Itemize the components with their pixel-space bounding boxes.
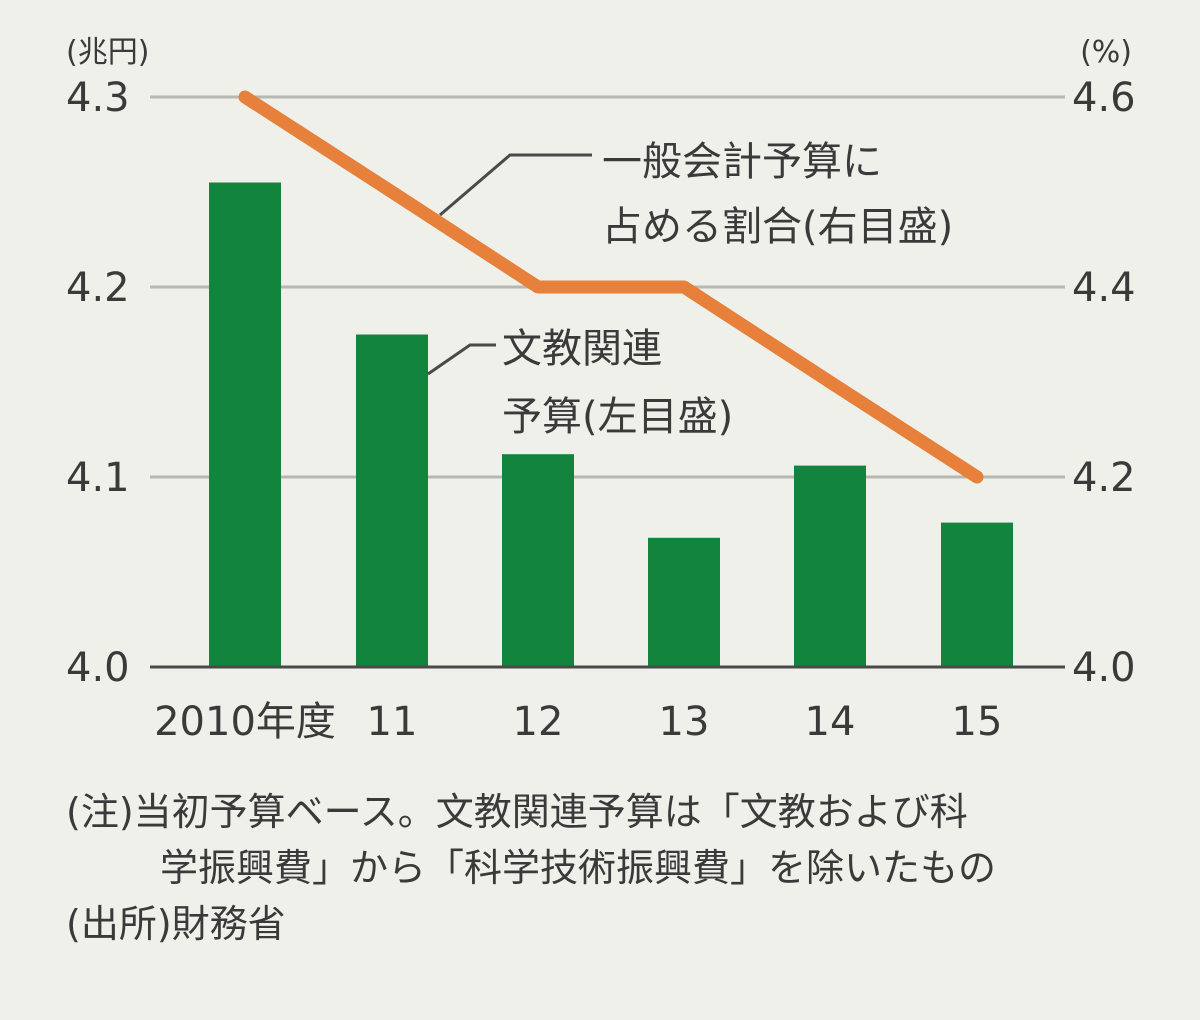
line-series-label-2: 占める割合(右目盛): [602, 204, 953, 250]
left-tick-label: 4.0: [66, 645, 130, 691]
line-point: [976, 476, 978, 478]
line-point: [537, 286, 539, 288]
line-series-leader: [439, 153, 592, 217]
line-series: [238, 90, 984, 484]
line-series-path: [238, 90, 984, 484]
line-point: [829, 381, 831, 383]
left-tick-label: 4.1: [66, 455, 130, 501]
bar: [648, 537, 720, 667]
chart: 4.0 4.1 4.2 4.3 4.0 4.2 4.4 4.6 2010年度 11 12 13 14 15…: [66, 35, 1136, 745]
left-tick-label: 4.3: [66, 75, 130, 121]
category-label: 12: [513, 699, 564, 745]
line-point: [683, 286, 685, 288]
right-tick-label: 4.2: [1072, 455, 1136, 501]
bar-series-leader: [427, 343, 496, 376]
tick-labels: 4.0 4.1 4.2 4.3 4.0 4.2 4.4 4.6 2010年度 11 12 13 14 15: [66, 75, 1136, 745]
category-label: 15: [952, 699, 1003, 745]
bar: [794, 465, 866, 667]
bar-series-label-2: 予算(左目盛): [502, 394, 733, 440]
bar: [356, 334, 428, 667]
right-tick-label: 4.6: [1072, 75, 1136, 121]
category-label: 13: [659, 699, 710, 745]
left-tick-label: 4.2: [66, 265, 130, 311]
bar: [209, 182, 281, 667]
line-point: [244, 96, 246, 98]
right-tick-label: 4.0: [1072, 645, 1136, 691]
note-line-2: 学振興費」から「科学技術振興費」を除いたもの: [160, 846, 997, 890]
left-axis-unit: (兆円): [66, 35, 149, 70]
right-axis-unit: (%): [1080, 35, 1132, 70]
bar-series-label-1: 文教関連: [502, 326, 662, 372]
right-tick-label: 4.4: [1072, 265, 1136, 311]
callout-leaders: [427, 153, 592, 376]
category-label: 11: [367, 699, 418, 745]
chart-notes: (注)当初予算ベース。文教関連予算は「文教および科 学振興費」から「科学技術振興…: [66, 784, 1176, 952]
line-series-label-1: 一般会計予算に: [602, 139, 882, 185]
category-label: 14: [805, 699, 856, 745]
category-label: 2010年度: [154, 699, 336, 745]
bar: [502, 454, 574, 667]
line-point: [391, 191, 393, 193]
source-line: (出所)財務省: [66, 902, 286, 946]
bar-series: [209, 182, 1013, 667]
bar: [941, 522, 1013, 667]
note-line-1: (注)当初予算ベース。文教関連予算は「文教および科: [66, 790, 968, 834]
